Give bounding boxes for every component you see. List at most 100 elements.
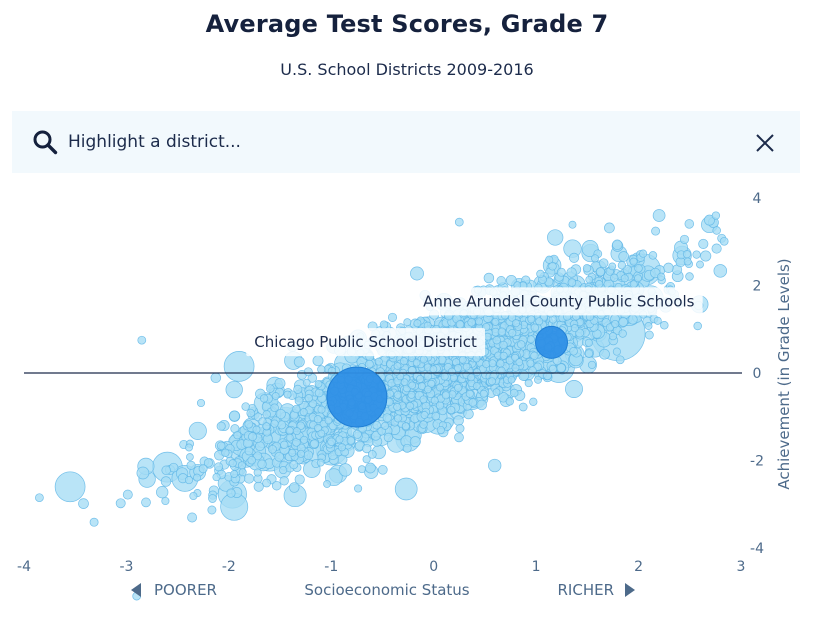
district-point[interactable]: [244, 419, 254, 429]
district-point[interactable]: [185, 443, 193, 452]
district-point[interactable]: [253, 451, 263, 461]
district-point[interactable]: [193, 473, 201, 482]
district-point[interactable]: [518, 402, 528, 412]
district-point[interactable]: [406, 402, 414, 410]
district-point[interactable]: [505, 397, 514, 406]
district-point[interactable]: [216, 421, 226, 431]
district-point[interactable]: [612, 347, 621, 356]
district-point[interactable]: [270, 419, 279, 428]
district-point[interactable]: [698, 238, 709, 249]
district-point[interactable]: [189, 491, 198, 501]
district-point[interactable]: [585, 275, 594, 284]
district-point[interactable]: [337, 443, 346, 452]
district-point[interactable]: [285, 426, 294, 435]
district-point[interactable]: [679, 234, 690, 244]
district-point[interactable]: [223, 351, 255, 382]
district-point[interactable]: [228, 459, 237, 468]
district-point[interactable]: [660, 321, 669, 330]
district-point[interactable]: [401, 422, 410, 431]
district-search-input[interactable]: [68, 128, 708, 156]
district-point[interactable]: [270, 403, 279, 413]
district-point[interactable]: [526, 359, 535, 368]
district-point[interactable]: [377, 464, 388, 475]
district-point[interactable]: [279, 476, 289, 486]
district-point[interactable]: [294, 396, 304, 406]
district-point[interactable]: [419, 395, 428, 404]
district-point[interactable]: [488, 359, 497, 368]
district-point[interactable]: [271, 480, 282, 491]
district-point[interactable]: [247, 455, 256, 465]
district-point[interactable]: [221, 448, 230, 457]
district-point[interactable]: [657, 272, 666, 281]
district-point[interactable]: [570, 324, 579, 333]
district-point[interactable]: [279, 466, 288, 475]
district-point[interactable]: [547, 229, 564, 246]
district-point[interactable]: [78, 498, 89, 509]
district-point[interactable]: [303, 450, 314, 460]
district-point[interactable]: [208, 494, 217, 503]
district-point[interactable]: [431, 411, 441, 421]
district-point[interactable]: [491, 317, 500, 326]
district-point[interactable]: [381, 421, 390, 430]
district-point[interactable]: [496, 276, 506, 286]
district-point[interactable]: [526, 335, 535, 344]
district-point[interactable]: [644, 330, 654, 340]
district-point[interactable]: [253, 468, 262, 477]
district-point[interactable]: [161, 465, 171, 476]
district-point[interactable]: [417, 382, 426, 391]
district-point[interactable]: [534, 375, 542, 384]
district-point[interactable]: [696, 260, 704, 269]
district-point[interactable]: [615, 355, 625, 365]
district-point[interactable]: [294, 474, 305, 485]
district-point[interactable]: [89, 517, 99, 527]
district-point[interactable]: [161, 496, 170, 506]
district-point[interactable]: [535, 317, 544, 326]
district-point[interactable]: [365, 359, 374, 369]
district-point[interactable]: [416, 374, 425, 383]
district-point[interactable]: [419, 420, 428, 429]
district-point[interactable]: [237, 461, 247, 470]
district-point[interactable]: [35, 493, 44, 503]
district-point[interactable]: [620, 274, 629, 283]
district-point[interactable]: [567, 278, 577, 287]
district-point[interactable]: [400, 378, 409, 387]
district-point[interactable]: [262, 478, 271, 488]
district-point[interactable]: [595, 280, 604, 289]
district-point[interactable]: [476, 399, 487, 411]
district-point[interactable]: [156, 486, 169, 499]
district-point[interactable]: [309, 439, 320, 449]
district-point[interactable]: [711, 243, 722, 254]
district-point[interactable]: [188, 421, 207, 440]
district-point[interactable]: [462, 362, 471, 371]
district-point[interactable]: [387, 312, 398, 322]
district-point[interactable]: [413, 319, 422, 328]
district-point[interactable]: [293, 384, 303, 394]
district-point[interactable]: [410, 266, 424, 281]
district-point[interactable]: [338, 463, 353, 477]
district-point[interactable]: [115, 498, 126, 509]
highlighted-district-point[interactable]: [535, 325, 569, 359]
district-point[interactable]: [337, 454, 348, 465]
district-point[interactable]: [317, 429, 326, 438]
highlighted-district-point[interactable]: [326, 366, 388, 428]
district-point[interactable]: [648, 251, 658, 260]
district-point[interactable]: [379, 320, 389, 329]
district-point[interactable]: [252, 425, 261, 434]
district-point[interactable]: [492, 336, 501, 345]
district-point[interactable]: [160, 476, 172, 487]
district-point[interactable]: [467, 318, 476, 327]
district-point[interactable]: [304, 394, 313, 403]
district-point[interactable]: [420, 411, 429, 419]
district-point[interactable]: [292, 404, 301, 414]
district-point[interactable]: [394, 477, 418, 501]
district-point[interactable]: [545, 255, 554, 264]
district-point[interactable]: [685, 272, 694, 281]
district-point[interactable]: [509, 388, 519, 398]
district-point[interactable]: [187, 512, 198, 523]
district-point[interactable]: [268, 444, 277, 454]
district-point[interactable]: [618, 317, 629, 327]
district-point[interactable]: [548, 364, 558, 374]
district-point[interactable]: [262, 410, 271, 419]
district-point[interactable]: [529, 397, 538, 406]
district-point[interactable]: [198, 464, 208, 474]
